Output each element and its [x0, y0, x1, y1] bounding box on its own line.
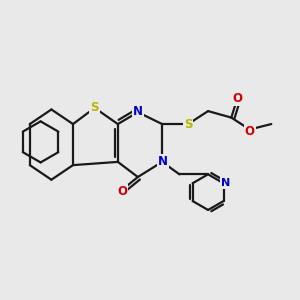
- Text: N: N: [221, 178, 230, 188]
- Text: N: N: [133, 105, 143, 118]
- Text: O: O: [117, 184, 127, 198]
- Text: S: S: [90, 101, 99, 114]
- Text: O: O: [245, 125, 255, 138]
- Text: N: N: [158, 155, 168, 168]
- Text: S: S: [184, 118, 192, 130]
- Text: O: O: [233, 92, 243, 105]
